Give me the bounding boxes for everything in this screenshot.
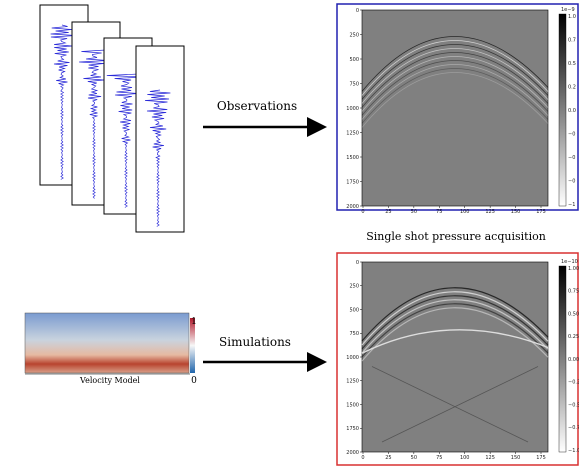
wavefront	[361, 52, 549, 108]
reflection	[361, 329, 549, 354]
seismic-image	[361, 9, 549, 207]
simulations-label: Simulations	[219, 335, 291, 349]
y-tick-label: 0	[356, 260, 359, 266]
colorbar-tick-label: 0.25	[568, 334, 579, 340]
colorbar-exponent: 1e−10	[561, 259, 578, 265]
colorbar-tick-label: −0.75	[568, 425, 579, 431]
panel-frame	[336, 252, 579, 466]
y-tick-label: 750	[349, 331, 359, 337]
velocity-label: Velocity Model	[79, 376, 140, 385]
wavefront	[361, 36, 549, 92]
wavefront	[361, 295, 549, 350]
y-tick-label: 0	[356, 8, 359, 14]
x-tick-label: 100	[460, 455, 470, 461]
trace-stack	[39, 4, 185, 233]
wavefront	[361, 307, 549, 362]
x-tick-label: 125	[485, 455, 495, 461]
colorbar-tick-label: −0	[568, 155, 575, 161]
y-tick-label: 1500	[346, 155, 359, 161]
y-tick-label: 1250	[346, 130, 359, 136]
y-tick-label: 1000	[346, 355, 359, 361]
wavefront	[361, 287, 549, 342]
wavefront	[361, 64, 549, 120]
x-tick-label: 0	[361, 455, 364, 461]
velocity-model	[24, 312, 190, 374]
wavefront	[361, 291, 549, 346]
y-tick-label: 500	[349, 57, 359, 63]
colorbar-tick-label: 1.0	[568, 14, 576, 20]
y-tick-label: 1750	[346, 426, 359, 432]
reflection	[381, 366, 539, 443]
colorbar-tick-label: −0	[568, 131, 575, 137]
y-tick-label: 2000	[346, 450, 359, 456]
x-tick-label: 175	[536, 209, 546, 215]
colorbar-tick-label: −1.00	[568, 448, 579, 454]
colorbar-tick-label: 0.0	[568, 108, 576, 114]
colorbar	[558, 265, 567, 453]
wavefront	[361, 68, 549, 124]
observations-label: Observations	[217, 99, 297, 113]
y-tick-label: 1500	[346, 402, 359, 408]
x-tick-label: 75	[436, 455, 442, 461]
colorbar-tick-label: 0.2	[568, 84, 576, 90]
x-tick-label: 25	[385, 455, 391, 461]
y-tick-label: 1750	[346, 179, 359, 185]
colorbar-tick-label: 0.00	[568, 357, 579, 363]
x-tick-label: 0	[361, 209, 364, 215]
x-tick-label: 100	[460, 209, 470, 215]
x-tick-label: 150	[511, 455, 521, 461]
x-tick-label: 75	[436, 209, 442, 215]
x-tick-label: 50	[411, 455, 417, 461]
wavefront	[361, 72, 549, 128]
colorbar-tick-label: −0.25	[568, 380, 579, 386]
wavefront	[361, 40, 549, 96]
panel-frame	[336, 3, 579, 211]
y-tick-label: 250	[349, 284, 359, 290]
trace-panel	[135, 45, 185, 233]
colorbar-min: 0	[191, 376, 197, 386]
y-tick-label: 750	[349, 81, 359, 87]
y-tick-label: 1250	[346, 379, 359, 385]
wavefront	[361, 60, 549, 116]
wavefront	[361, 48, 549, 104]
colorbar-tick-label: −0	[568, 178, 575, 184]
colorbar-tick-label: −1	[568, 202, 575, 208]
colorbar-max: 1	[191, 317, 197, 327]
reflection	[371, 366, 529, 443]
wavefront	[361, 303, 549, 358]
y-tick-label: 500	[349, 307, 359, 313]
colorbar-tick-label: 1.00	[568, 266, 579, 272]
x-tick-label: 175	[536, 455, 546, 461]
trace-wiggle	[106, 73, 145, 208]
x-tick-label: 50	[411, 209, 417, 215]
velocity-colorbar	[190, 318, 195, 373]
colorbar-tick-label: 0.7	[568, 37, 576, 43]
wavefront	[361, 44, 549, 100]
wavefront	[361, 299, 549, 354]
x-tick-label: 25	[385, 209, 391, 215]
colorbar-tick-label: 0.75	[568, 289, 579, 295]
y-tick-label: 250	[349, 32, 359, 38]
colorbar-tick-label: 0.5	[568, 61, 576, 67]
caption: Single shot pressure acquisition	[366, 230, 546, 243]
colorbar-tick-label: −0.50	[568, 402, 579, 408]
wavefront	[361, 56, 549, 112]
x-tick-label: 150	[511, 209, 521, 215]
seismic-image	[361, 261, 549, 453]
colorbar	[558, 13, 567, 207]
colorbar-exponent: 1e−9	[561, 7, 575, 13]
trace-wiggle	[144, 89, 171, 227]
y-tick-label: 2000	[346, 204, 359, 210]
colorbar-tick-label: 0.50	[568, 311, 579, 317]
trace-wiggle	[50, 24, 77, 180]
x-tick-label: 125	[485, 209, 495, 215]
y-tick-label: 1000	[346, 106, 359, 112]
trace-wiggle	[79, 49, 108, 199]
